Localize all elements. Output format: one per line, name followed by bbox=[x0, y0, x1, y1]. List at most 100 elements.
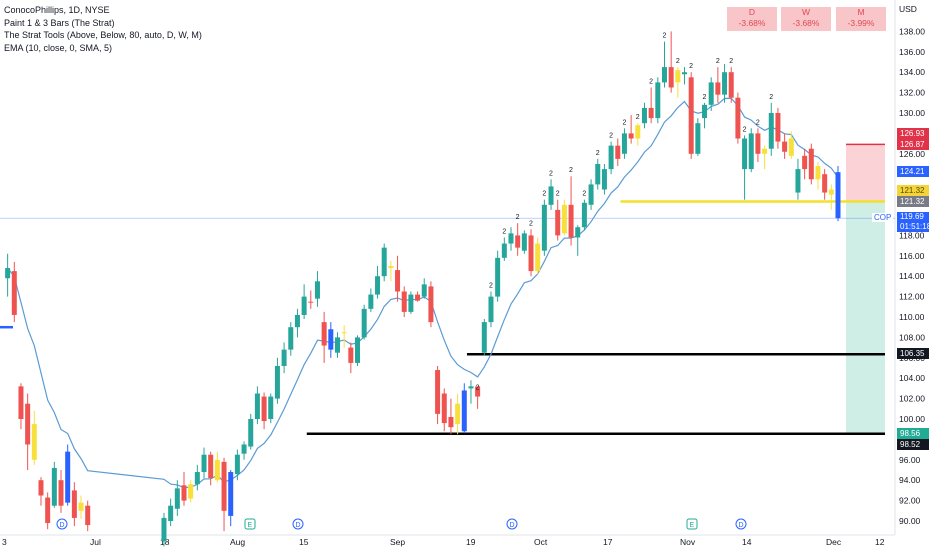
x-tick-label: Dec bbox=[826, 537, 842, 547]
candle bbox=[5, 253, 11, 297]
candle-body bbox=[615, 145, 621, 159]
candle bbox=[528, 229, 534, 277]
candle bbox=[301, 284, 307, 320]
candle-body bbox=[808, 148, 814, 180]
candle bbox=[708, 77, 714, 111]
tf-box-pct: -3.99% bbox=[847, 18, 875, 28]
candle bbox=[641, 102, 647, 129]
candle bbox=[635, 123, 641, 146]
candle-body bbox=[401, 291, 407, 312]
candle-body bbox=[381, 247, 387, 277]
candle bbox=[428, 281, 434, 328]
dividend-marker-circle bbox=[56, 518, 68, 530]
candle bbox=[274, 357, 280, 404]
tf-box-label: D bbox=[748, 7, 756, 17]
candle-body bbox=[11, 271, 17, 315]
y-tick-label: 108.00 bbox=[899, 332, 925, 342]
candle bbox=[381, 243, 387, 282]
chart-legend: ConocoPhillips, 1D, NYSE Paint 1 & 3 Bar… bbox=[4, 4, 202, 54]
candle bbox=[535, 237, 541, 275]
x-tick-label: 19 bbox=[466, 537, 476, 547]
candle bbox=[661, 41, 667, 88]
candle bbox=[368, 288, 374, 312]
candle-body bbox=[548, 186, 554, 205]
candle-body bbox=[51, 467, 57, 506]
strat-label: 2 bbox=[596, 150, 600, 157]
strat-label: 2 bbox=[476, 385, 480, 392]
candle-body bbox=[575, 227, 581, 238]
candle bbox=[768, 102, 774, 156]
earnings-marker-box bbox=[244, 518, 256, 530]
dividend-marker: D bbox=[506, 518, 518, 530]
candle-body bbox=[481, 322, 487, 353]
candle bbox=[58, 470, 64, 513]
dividend-marker-circle bbox=[292, 518, 304, 530]
strat-label: 2 bbox=[549, 170, 553, 177]
strat-label: 2 bbox=[716, 58, 720, 65]
candle-body bbox=[601, 169, 607, 190]
candle bbox=[675, 67, 681, 98]
candle-body bbox=[441, 393, 447, 424]
candle-body bbox=[395, 270, 401, 292]
candle-body bbox=[762, 148, 768, 154]
y-tick-label: 116.00 bbox=[899, 251, 925, 261]
candle-body bbox=[788, 138, 794, 156]
candle bbox=[308, 290, 314, 309]
candle bbox=[361, 304, 367, 340]
candle bbox=[835, 166, 841, 222]
x-tick-label: 15 bbox=[299, 537, 309, 547]
x-tick-label: Aug bbox=[230, 537, 245, 547]
legend-symbol[interactable]: ConocoPhillips, 1D, NYSE bbox=[4, 5, 110, 15]
candle-body bbox=[555, 209, 561, 236]
y-tick-label: 94.00 bbox=[899, 475, 921, 485]
candle-body bbox=[561, 204, 567, 234]
price-label-level-2: 98.52 bbox=[897, 439, 929, 450]
candle bbox=[521, 230, 527, 254]
candle-body bbox=[361, 308, 367, 338]
candle-body bbox=[661, 67, 667, 83]
candle bbox=[355, 335, 361, 366]
candle-body bbox=[221, 461, 227, 511]
candle bbox=[415, 291, 421, 302]
price-label-last: 119.69 01:51:18 bbox=[897, 212, 931, 232]
candle bbox=[815, 161, 821, 190]
dividend-marker-label: D bbox=[296, 522, 301, 529]
candle bbox=[51, 461, 57, 508]
legend-indicator-strat-bars[interactable]: Paint 1 & 3 Bars (The Strat) bbox=[4, 17, 115, 28]
candle bbox=[655, 77, 661, 124]
price-label-stop-1: 126.93 bbox=[897, 128, 929, 139]
candle-body bbox=[85, 505, 91, 526]
candle-body bbox=[595, 164, 601, 185]
candle bbox=[795, 158, 801, 200]
candle bbox=[181, 472, 187, 506]
y-tick-label: 102.00 bbox=[899, 394, 925, 404]
candle bbox=[481, 319, 487, 356]
candle bbox=[25, 393, 31, 470]
strat-label: 2 bbox=[689, 63, 693, 70]
candle-body bbox=[768, 113, 774, 149]
strat-label: 2 bbox=[529, 220, 533, 227]
y-tick-label: 100.00 bbox=[899, 414, 925, 424]
candle-body bbox=[254, 393, 260, 419]
candle bbox=[294, 308, 300, 338]
candle bbox=[388, 260, 394, 282]
candle-body bbox=[5, 268, 11, 279]
legend-indicator-ema[interactable]: EMA (10, close, 0, SMA, 5) bbox=[4, 42, 113, 53]
candle bbox=[588, 179, 594, 210]
tf-box-weekly: W -3.68% bbox=[781, 7, 831, 31]
x-tick-label: Jul bbox=[90, 537, 101, 547]
candle bbox=[261, 392, 267, 430]
candle-body bbox=[675, 70, 681, 83]
legend-indicator-strat-tools[interactable]: The Strat Tools (Above, Below, 80, auto,… bbox=[4, 30, 202, 40]
y-tick-label: 112.00 bbox=[899, 292, 925, 302]
y-tick-label: 114.00 bbox=[899, 271, 925, 281]
last-price: 119.69 bbox=[900, 212, 924, 221]
candle bbox=[401, 286, 407, 317]
candle-body bbox=[234, 454, 240, 475]
profit-target-zone bbox=[846, 201, 885, 434]
candle bbox=[581, 199, 587, 231]
candle bbox=[515, 223, 521, 256]
candle-body bbox=[181, 485, 187, 501]
x-tick-label: Sep bbox=[390, 537, 405, 547]
